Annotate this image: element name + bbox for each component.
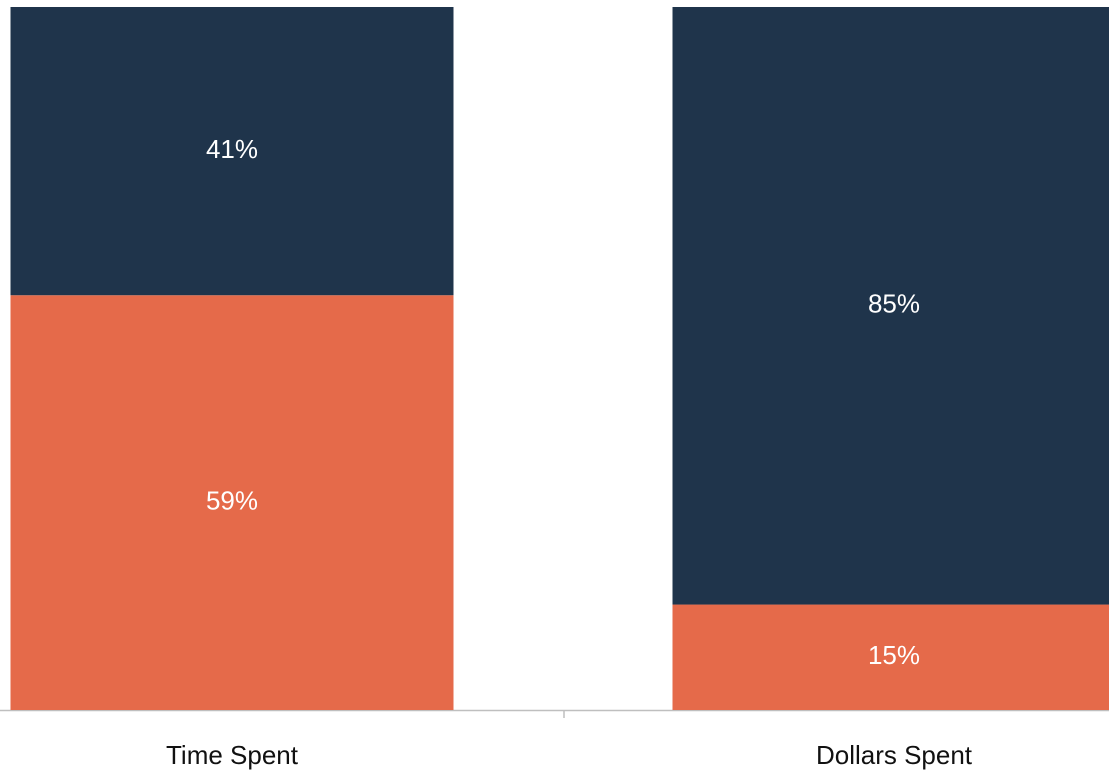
value-label: 59% xyxy=(206,485,258,515)
x-tick-label: Time Spent xyxy=(166,740,299,770)
bar-segment xyxy=(10,7,454,296)
value-label: 15% xyxy=(868,640,920,670)
bar-segment xyxy=(672,604,1109,710)
value-label: 41% xyxy=(206,134,258,164)
x-tick-label: Dollars Spent xyxy=(816,740,973,770)
bar-segment xyxy=(672,7,1109,605)
value-label: 85% xyxy=(868,289,920,319)
bar-segment xyxy=(10,295,454,710)
